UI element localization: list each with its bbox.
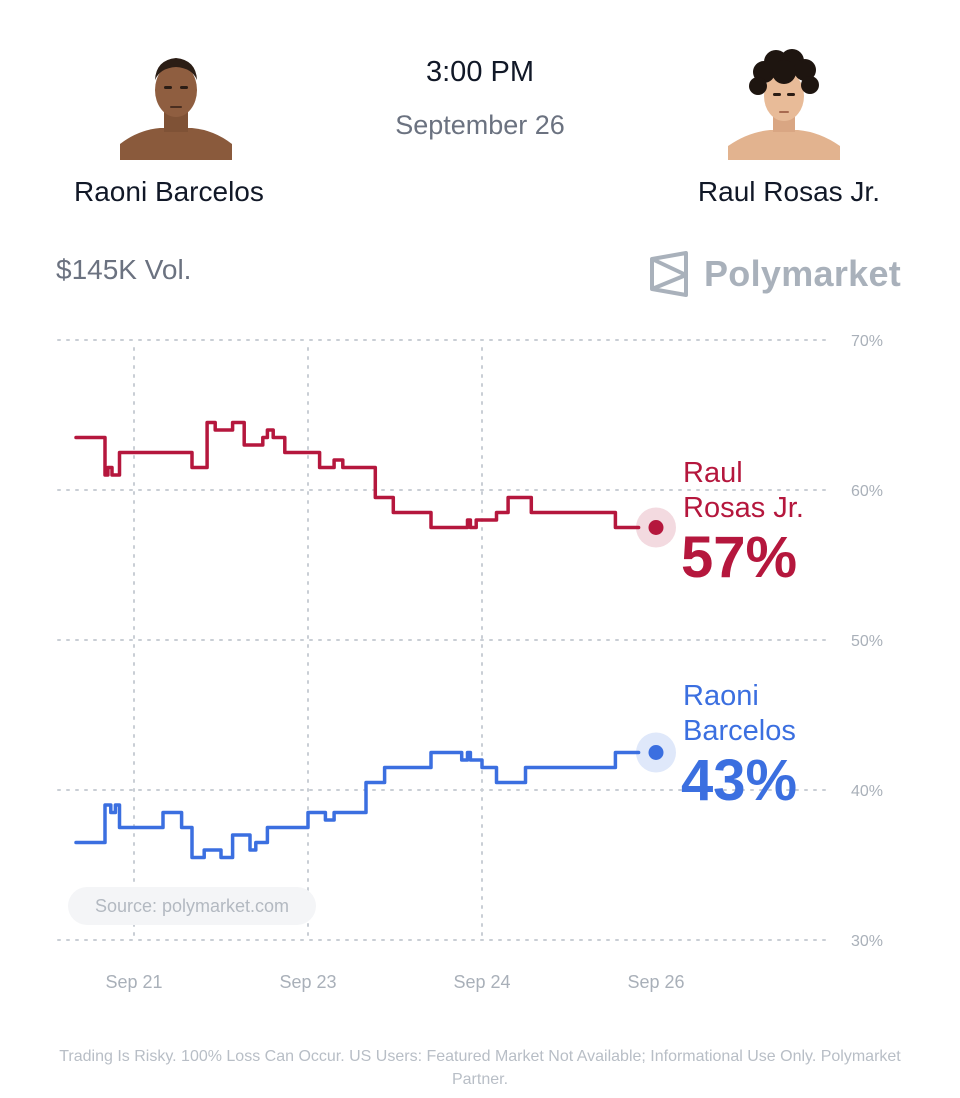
y-tick-label: 40% (851, 783, 883, 800)
x-tick-label: Sep 24 (453, 972, 510, 992)
x-tick-label: Sep 23 (279, 972, 336, 992)
price-chart: 70%60%50%40%30%Sep 21 Sep 23 Sep 24 Sep 26 … (57, 333, 883, 992)
x-tick-label: Sep 26 (627, 972, 684, 992)
series-line (74, 420, 641, 530)
event-time: 3:00 PM (426, 56, 534, 88)
series-final-value: 43% (681, 748, 797, 813)
avatar-raoni-barcelos (120, 48, 232, 160)
series-line (74, 750, 641, 860)
trading-volume: $145K Vol. (56, 254, 192, 285)
disclaimer: Trading Is Risky. 100% Loss Can Occur. U… (59, 1048, 901, 1088)
fighter-name-right: Raul Rosas Jr. (697, 176, 880, 207)
x-tick-label: Sep 21 (105, 972, 162, 992)
avatar-raul-rosas-jr (728, 48, 840, 160)
series-name-line2: Barcelos (683, 715, 796, 747)
source-badge (68, 887, 316, 925)
series-final-value: 57% (681, 525, 797, 590)
y-tick-label: 60% (851, 483, 883, 500)
source-label: Source: polymarket.com (95, 896, 289, 916)
series-end-dot (648, 520, 664, 535)
series-name-line1: Raul (683, 457, 743, 489)
y-tick-label: 30% (851, 933, 883, 950)
series-name-line1: Raoni (683, 680, 759, 712)
polymarket-brand: Polymarket (648, 250, 901, 298)
series-end-dot (648, 745, 664, 760)
brand-name: Polymarket (704, 253, 902, 294)
event-date: September 26 (395, 110, 565, 140)
series-name-line2: Rosas Jr. (683, 492, 804, 524)
polymarket-logo-icon (650, 251, 688, 297)
y-tick-label: 70% (851, 333, 883, 350)
y-tick-label: 50% (851, 633, 883, 650)
fighter-name-left: Raoni Barcelos (74, 176, 264, 207)
